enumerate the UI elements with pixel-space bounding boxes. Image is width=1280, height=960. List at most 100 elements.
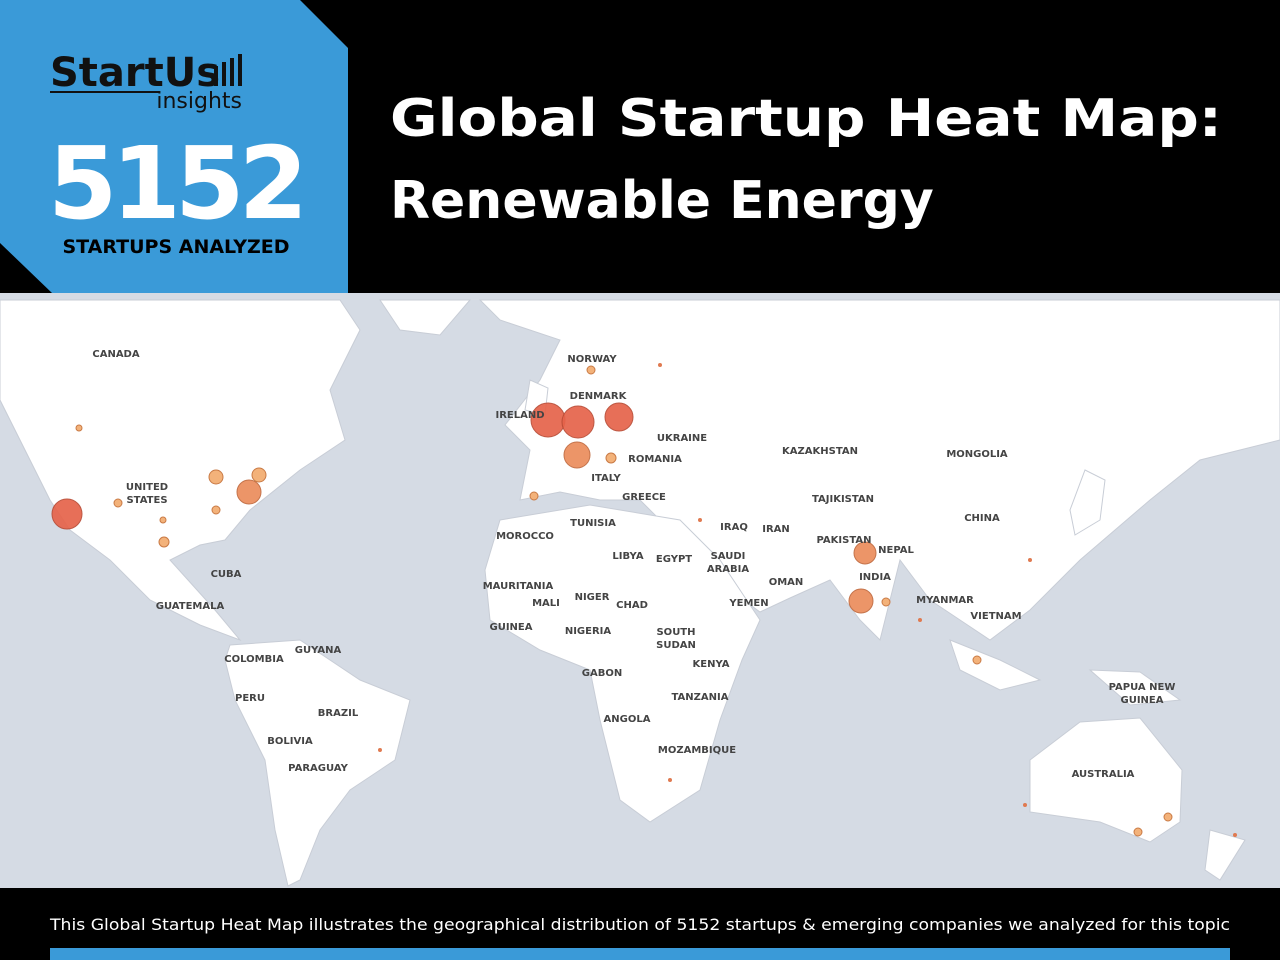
country-label: NORWAY [567,354,617,365]
country-label: PERU [235,693,265,704]
logo-bar [214,66,218,86]
bubble [75,424,83,432]
dot [658,363,662,367]
bubble [848,588,874,614]
north-america [0,299,361,642]
new-zealand [1204,829,1246,881]
country-label: CUBA [211,569,242,580]
country-label: MAURITANIA [483,581,554,592]
bubble [1133,827,1143,837]
bubble [881,597,891,607]
greenland [379,299,472,336]
dot [668,778,672,782]
country-label: INDIA [859,572,891,583]
bubble [605,452,617,464]
country-label: ANGOLA [604,714,651,725]
landmasses [0,299,1280,887]
bubble [529,491,539,501]
country-label: PAPUA NEW [1109,682,1176,693]
country-label: IRELAND [495,410,544,421]
country-label: PARAGUAY [288,763,348,774]
bubble [211,505,221,515]
country-label: IRAN [762,524,790,535]
logo-bar [238,54,242,86]
dot [378,748,382,752]
country-label: BOLIVIA [267,736,313,747]
country-label: GABON [582,668,622,679]
country-label: GUINEA [490,622,533,633]
country-label: KENYA [693,659,730,670]
country-label: CANADA [92,349,139,360]
dot [1023,803,1027,807]
country-label: VIETNAM [970,611,1021,622]
country-label: TANZANIA [672,692,729,703]
stat-label: STARTUPS ANALYZED [62,236,289,258]
bubble [1163,812,1173,822]
country-label: TUNISIA [570,518,616,529]
country-label: CHINA [964,513,1000,524]
country-label: TAJIKISTAN [812,494,874,505]
new-guinea [1088,669,1182,706]
footer-caption: This Global Startup Heat Map illustrates… [49,915,1230,934]
bubble [561,405,595,439]
country-label: CHAD [616,600,648,611]
dot [698,518,702,522]
country-label: ROMANIA [628,454,682,465]
logo-bar [222,62,226,86]
logo-bar [230,58,234,86]
country-label: AUSTRALIA [1072,769,1135,780]
japan [1069,469,1106,536]
country-label: LIBYA [612,551,643,562]
country-label: NEPAL [878,545,914,556]
stat-panel [0,0,348,293]
country-label: MYANMAR [916,595,974,606]
country-label: GUATEMALA [156,601,225,612]
footer-accent [50,948,1230,960]
country-label: DENMARK [570,391,628,402]
stat-value: 5152 [48,125,302,242]
bubble [972,655,982,665]
country-label: ARABIA [707,564,750,575]
dot [1233,833,1237,837]
country-label: UKRAINE [657,433,707,444]
country-label: MOROCCO [496,531,554,542]
country-label: KAZAKHSTAN [782,446,858,457]
bubble [113,498,123,508]
dot [1028,558,1032,562]
logo-bars [214,54,242,86]
bubble [51,498,83,530]
country-label: EGYPT [656,554,692,565]
country-label: IRAQ [720,522,748,533]
country-label: MOZAMBIQUE [658,745,736,756]
country-label: YEMEN [728,598,768,609]
bubble [208,469,224,485]
bubble [158,536,170,548]
country-label: SAUDI [711,551,746,562]
country-labels: CANADA NORWAY DENMARK IRELAND UKRAINE KA… [92,349,1175,780]
eurasia [478,299,1280,641]
country-label: SUDAN [656,640,696,651]
country-label: BRAZIL [318,708,359,719]
bubble [586,365,596,375]
title-line: Global Startup Heat Map: [390,89,1222,149]
country-label: COLOMBIA [224,654,284,665]
heat-bubbles [51,363,1237,837]
country-label: OMAN [769,577,804,588]
country-label: GREECE [622,492,666,503]
country-label: MALI [532,598,560,609]
country-label: PAKISTAN [817,535,872,546]
bubble [159,516,167,524]
country-label: MONGOLIA [946,449,1008,460]
australia [1029,717,1183,843]
bubble [853,541,877,565]
country-label: SOUTH [656,627,695,638]
bubble [236,479,262,505]
country-label: NIGER [575,592,610,603]
country-label: ITALY [591,473,621,484]
country-label: GUYANA [295,645,342,656]
indonesia [949,639,1042,691]
logo-tagline: insights [156,89,242,114]
bubble [251,467,267,483]
country-label: STATES [126,495,167,506]
